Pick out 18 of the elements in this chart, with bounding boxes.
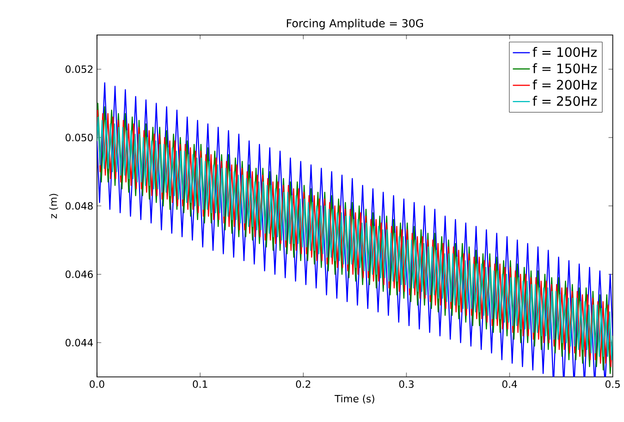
x-tick-label: 0.0 [90, 380, 104, 388]
y-tick-label: 0.046 [66, 270, 93, 278]
x-tick-label: 0.5 [605, 380, 620, 388]
legend-label: f = 200Hz [532, 80, 597, 90]
y-tick-label: 0.052 [66, 65, 92, 74]
x-axis-title: Time (s) [334, 394, 374, 404]
legend-label: f = 150Hz [532, 63, 597, 74]
x-tick-label: 0.4 [502, 380, 517, 388]
y-tick-label: 0.048 [66, 202, 93, 210]
y-axis-title: z (m) [49, 194, 58, 218]
x-tick-label: 0.3 [399, 380, 414, 388]
x-tick-label: 0.2 [296, 380, 310, 388]
y-tick-label: 0.044 [66, 338, 93, 347]
chart-title: Forcing Amplitude = 30G [286, 18, 423, 30]
y-tick-label: 0.050 [66, 134, 93, 142]
x-tick-label: 0.1 [192, 380, 208, 388]
legend-label: f = 100Hz [532, 47, 597, 58]
legend-label: f = 250Hz [532, 96, 597, 106]
